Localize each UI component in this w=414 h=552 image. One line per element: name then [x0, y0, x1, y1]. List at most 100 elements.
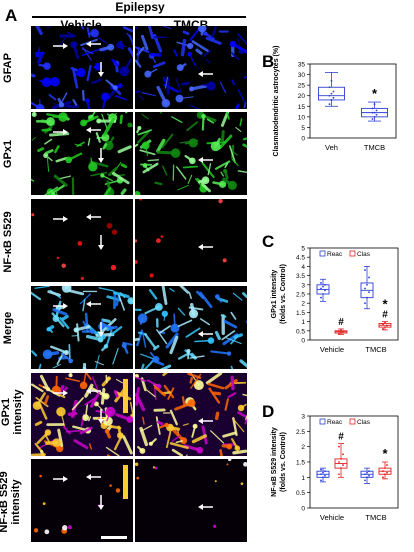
micrograph-tile	[135, 286, 247, 369]
box-reac-tmcb	[361, 468, 373, 483]
significance-mark: *	[382, 446, 388, 461]
row-label-nfkb: NF-κB S529	[2, 196, 14, 288]
data-point	[364, 269, 366, 271]
data-point	[384, 473, 386, 475]
x-category-label: TMCB	[364, 143, 385, 152]
data-point	[382, 470, 384, 472]
epilepsy-header: Epilepsy	[40, 0, 240, 14]
box-reac-vehicle	[317, 468, 329, 482]
arrow-marker	[86, 474, 101, 480]
data-point	[366, 284, 368, 286]
data-point	[372, 108, 374, 110]
data-point	[384, 326, 386, 328]
data-point	[364, 480, 366, 482]
legend-swatch	[350, 251, 355, 256]
arrow-marker	[98, 495, 104, 510]
legend-label: Reac	[327, 419, 343, 426]
y-tick-label: 1	[301, 319, 305, 326]
data-point	[376, 110, 378, 112]
data-point	[368, 475, 370, 477]
data-point	[324, 289, 326, 291]
micrograph-tile	[31, 112, 133, 195]
data-point	[322, 476, 324, 478]
plot-frame	[310, 64, 396, 138]
data-point	[322, 293, 324, 295]
data-point	[329, 95, 331, 97]
y-tick-label: 3	[301, 414, 305, 421]
data-point	[320, 282, 322, 284]
y-axis-label: Clasmatodendritic astrocytes (%)	[273, 46, 280, 157]
data-point	[386, 464, 388, 466]
data-point	[364, 288, 366, 290]
data-point	[320, 480, 322, 482]
data-point	[374, 112, 376, 114]
data-point	[320, 469, 322, 471]
legend-label: Clas	[357, 251, 371, 258]
data-point	[324, 284, 326, 286]
box-series-veh	[319, 72, 345, 106]
row-label-gpx1: GPx1	[2, 124, 14, 184]
box-series-tmcb	[362, 102, 388, 121]
data-point	[331, 80, 333, 82]
row-label-gfap: GFAP	[2, 38, 14, 98]
y-tick-label: 0	[301, 136, 305, 143]
data-point	[384, 467, 386, 469]
y-tick-label: 20	[298, 93, 306, 100]
micrograph-tile	[135, 199, 247, 282]
y-tick-label: 2.5	[296, 429, 305, 436]
data-point	[364, 473, 366, 475]
data-point	[372, 118, 374, 120]
box-reac-vehicle	[317, 279, 329, 301]
data-point	[338, 330, 340, 332]
micrograph-tile	[31, 26, 133, 109]
arrow-marker	[198, 244, 213, 250]
data-point	[322, 286, 324, 288]
data-point	[382, 476, 384, 478]
intensity-scale-bar	[123, 465, 128, 499]
arrow-marker	[198, 157, 213, 163]
data-point	[340, 467, 342, 469]
data-point	[374, 103, 376, 105]
significance-mark: #	[338, 317, 344, 328]
arrow-marker	[198, 71, 213, 77]
data-point	[386, 472, 388, 474]
data-point	[322, 472, 324, 474]
micrograph-tile	[135, 26, 247, 109]
arrow-marker	[198, 418, 213, 424]
legend-label: Reac	[327, 251, 343, 258]
data-point	[333, 97, 335, 99]
x-category-label: Vehicle	[320, 345, 344, 354]
row-label-merge: Merge	[2, 298, 14, 358]
data-point	[340, 332, 342, 334]
micrograph-tile	[31, 286, 133, 369]
y-axis-label: (folds vs. Control)	[280, 264, 287, 324]
box-clas-tmcb	[379, 322, 391, 330]
data-point	[320, 473, 322, 475]
y-tick-label: 10	[298, 114, 306, 121]
y-tick-label: 2.5	[296, 292, 305, 299]
legend-label: Clas	[357, 419, 371, 426]
box-clas-vehicle	[335, 329, 347, 335]
y-tick-label: 3	[301, 282, 305, 289]
data-point	[342, 464, 344, 466]
data-point	[320, 288, 322, 290]
micrograph-tile	[31, 199, 133, 282]
y-axis-label: GPx1 intensity	[271, 270, 278, 319]
arrow-marker	[198, 504, 213, 510]
data-point	[324, 475, 326, 477]
y-tick-label: 0.5	[296, 490, 305, 497]
y-tick-label: 30	[298, 72, 306, 79]
data-point	[331, 99, 333, 101]
micrograph-tile	[31, 459, 133, 542]
y-tick-label: 1.5	[296, 310, 305, 317]
data-point	[366, 472, 368, 474]
data-point	[366, 476, 368, 478]
scale-bar	[101, 536, 127, 539]
y-tick-label: 4.5	[296, 255, 305, 262]
x-category-label: Vehicle	[320, 513, 344, 522]
